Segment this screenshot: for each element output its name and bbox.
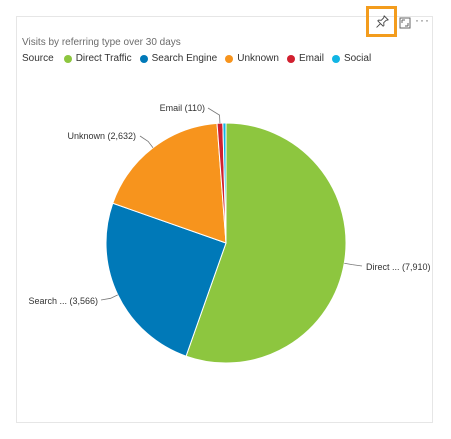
leader-line [207, 107, 221, 124]
legend-item-unknown[interactable]: Unknown [225, 53, 279, 64]
pie-slice-social[interactable] [222, 122, 227, 244]
legend-dot [63, 54, 72, 63]
leader-line [100, 294, 118, 301]
legend-dot [139, 54, 148, 63]
pin-icon [375, 14, 389, 28]
pie-slice-search-engine[interactable] [105, 202, 227, 357]
chart-legend: Source Direct Traffic Search Engine Unkn… [22, 53, 371, 64]
data-label: Direct ... (7,910) [366, 262, 431, 272]
pin-visual-button[interactable] [375, 14, 389, 28]
data-label: Email (110) [160, 103, 205, 113]
legend-label: Social [343, 53, 372, 64]
legend-item-search-engine[interactable]: Search Engine [139, 53, 218, 64]
data-label: Search ... (3,566) [28, 296, 98, 306]
legend-label: Direct Traffic [75, 53, 132, 64]
pie-slice-unknown[interactable] [112, 122, 227, 244]
legend-label: Search Engine [151, 53, 218, 64]
legend-dot [225, 54, 234, 63]
leader-line [139, 135, 154, 148]
focus-mode-button[interactable] [399, 16, 411, 29]
more-options-button[interactable]: ··· [415, 13, 430, 27]
pin-highlight-box [366, 6, 397, 37]
focus-mode-icon [399, 17, 411, 29]
legend-title: Source [22, 53, 54, 64]
legend-item-email[interactable]: Email [286, 53, 324, 64]
leader-line [344, 262, 363, 267]
legend-item-social[interactable]: Social [331, 53, 372, 64]
legend-label: Email [298, 53, 324, 64]
data-label: Unknown (2,632) [67, 131, 136, 141]
visual-title: Visits by referring type over 30 days [22, 37, 181, 48]
legend-label: Unknown [237, 53, 279, 64]
legend-item-direct-traffic[interactable]: Direct Traffic [63, 53, 132, 64]
legend-dot [286, 54, 295, 63]
legend-dot [331, 54, 340, 63]
